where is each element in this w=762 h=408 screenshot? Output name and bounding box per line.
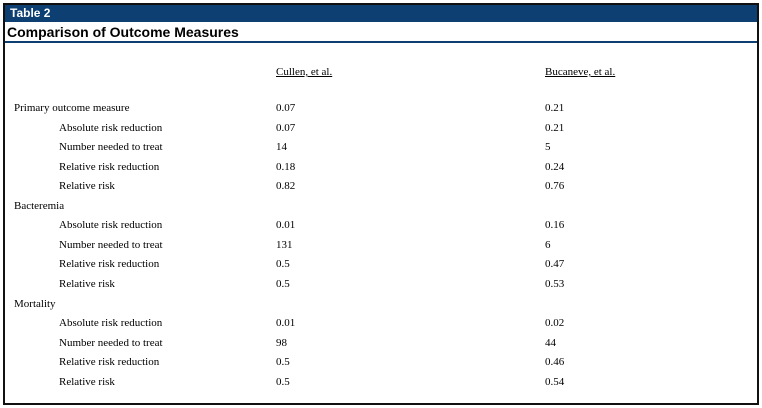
cell-bucaneve: 5 (545, 141, 551, 153)
row-label: Relative risk reduction (59, 161, 160, 173)
title-divider (5, 41, 757, 43)
cell-cullen: 0.82 (276, 180, 296, 192)
column-header-bucaneve: Bucaneve, et al. (545, 66, 616, 78)
section-label: Bacteremia (14, 200, 65, 212)
row-label: Relative risk (59, 180, 115, 192)
cell-cullen: 0.18 (276, 161, 296, 173)
row-label: Number needed to treat (59, 337, 163, 349)
table-row: Absolute risk reduction 0.07 0.21 (5, 122, 757, 141)
row-label: Absolute risk reduction (59, 317, 163, 329)
cell-cullen: 0.5 (276, 376, 290, 388)
section-label: Mortality (14, 298, 56, 310)
cell-cullen: 0.01 (276, 219, 296, 231)
row-label: Number needed to treat (59, 239, 163, 251)
cell-cullen: 0.07 (276, 122, 296, 134)
cell-bucaneve: 0.21 (545, 122, 565, 134)
table-row: Relative risk 0.5 0.54 (5, 376, 757, 395)
row-label: Number needed to treat (59, 141, 163, 153)
cell-bucaneve: 6 (545, 239, 551, 251)
cell-bucaneve: 44 (545, 337, 556, 349)
row-label: Relative risk (59, 278, 115, 290)
cell-cullen: 14 (276, 141, 287, 153)
cell-cullen: 0.01 (276, 317, 296, 329)
cell-bucaneve: 0.76 (545, 180, 565, 192)
table-row: Number needed to treat 131 6 (5, 239, 757, 258)
table-row: Mortality (5, 298, 757, 317)
cell-bucaneve: 0.54 (545, 376, 565, 388)
table-label: Table 2 (5, 5, 757, 22)
table-row: Relative risk 0.5 0.53 (5, 278, 757, 297)
table-row: Absolute risk reduction 0.01 0.16 (5, 219, 757, 238)
cell-bucaneve: 0.53 (545, 278, 565, 290)
cell-cullen: 131 (276, 239, 293, 251)
table-row: Relative risk reduction 0.18 0.24 (5, 161, 757, 180)
table-row: Absolute risk reduction 0.01 0.02 (5, 317, 757, 336)
cell-cullen: 0.07 (276, 102, 296, 114)
cell-cullen: 0.5 (276, 278, 290, 290)
cell-bucaneve: 0.46 (545, 356, 565, 368)
cell-bucaneve: 0.21 (545, 102, 565, 114)
section-label: Primary outcome measure (14, 102, 130, 114)
cell-cullen: 98 (276, 337, 287, 349)
table-row: Relative risk 0.82 0.76 (5, 180, 757, 199)
table-row: Number needed to treat 14 5 (5, 141, 757, 160)
table-frame: Table 2 Comparison of Outcome Measures C… (3, 3, 759, 405)
cell-bucaneve: 0.16 (545, 219, 565, 231)
row-label: Relative risk reduction (59, 356, 160, 368)
table-row: Primary outcome measure 0.07 0.21 (5, 102, 757, 121)
row-label: Absolute risk reduction (59, 219, 163, 231)
table-row: Bacteremia (5, 200, 757, 219)
table-row: Relative risk reduction 0.5 0.47 (5, 258, 757, 277)
table-title: Comparison of Outcome Measures (7, 24, 239, 40)
cell-cullen: 0.5 (276, 258, 290, 270)
row-label: Relative risk reduction (59, 258, 160, 270)
row-label: Absolute risk reduction (59, 122, 163, 134)
table-row: Number needed to treat 98 44 (5, 337, 757, 356)
cell-bucaneve: 0.24 (545, 161, 565, 173)
cell-cullen: 0.5 (276, 356, 290, 368)
column-header-cullen: Cullen, et al. (276, 66, 333, 78)
cell-bucaneve: 0.47 (545, 258, 565, 270)
table-row: Relative risk reduction 0.5 0.46 (5, 356, 757, 375)
cell-bucaneve: 0.02 (545, 317, 565, 329)
row-label: Relative risk (59, 376, 115, 388)
